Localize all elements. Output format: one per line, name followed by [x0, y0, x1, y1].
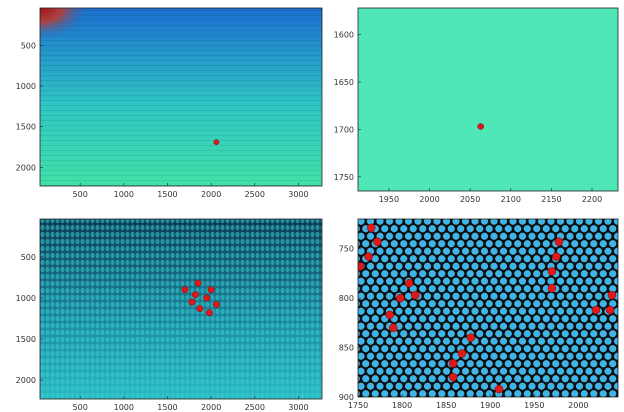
panel-bottom-right-y-ticks: 750 800 850 900: [339, 245, 361, 402]
y-tick-label: 750: [339, 245, 354, 254]
marker-point: [366, 223, 376, 233]
x-tick-label: 500: [73, 190, 88, 199]
marker-point: [188, 298, 196, 306]
x-tick-label: 1950: [524, 401, 544, 410]
x-tick-label: 1850: [436, 401, 456, 410]
marker-point: [547, 267, 557, 276]
x-tick-label: 1950: [379, 195, 399, 204]
panel-top-right: 1950 2000 2050 2100 2150 2200 1600 1650 1700 175…: [334, 7, 619, 204]
panel-bottom-left-frame: [39, 218, 323, 400]
marker-point: [494, 384, 504, 394]
panel-bottom-left-x-ticks: 500 1000 1500 2000 2500 3000: [73, 396, 309, 412]
y-tick-label: 800: [339, 294, 354, 303]
panel-top-left-frame: [39, 7, 323, 187]
panel-top-left-corner: [40, 8, 322, 186]
panel-top-left-markers: [213, 139, 220, 145]
panel-bottom-right: 1750 1800 1850 1900 1950 2000 750 800 850 900: [339, 218, 619, 410]
x-tick-label: 2150: [541, 195, 561, 204]
x-tick-label: 500: [73, 403, 88, 412]
panel-top-right-y-ticks: 1600 1650 1700 1750: [334, 31, 361, 182]
x-tick-label: 1800: [392, 401, 412, 410]
x-tick-label: 1000: [114, 190, 134, 199]
x-tick-label: 1500: [157, 190, 177, 199]
panel-bottom-right-markers: [358, 223, 617, 394]
y-tick-label: 1000: [16, 82, 36, 91]
marker-point: [448, 359, 458, 368]
x-tick-label: 2500: [245, 190, 265, 199]
marker-point: [457, 349, 467, 358]
y-tick-label: 2000: [16, 376, 36, 385]
marker-point: [547, 283, 557, 293]
panel-top-left-x-ticks: 500 1000 1500 2000 2500 3000: [73, 183, 309, 199]
marker-point: [181, 286, 189, 294]
marker-point: [605, 305, 615, 315]
x-tick-label: 3000: [288, 190, 308, 199]
marker-point: [207, 286, 215, 294]
marker-point: [396, 293, 405, 303]
marker-point: [196, 305, 204, 313]
marker-point: [203, 294, 211, 302]
panel-top-right-markers: [477, 123, 484, 130]
y-tick-label: 500: [21, 41, 36, 50]
panel-bottom-left-y-ticks: 500 1000 1500 2000: [16, 253, 43, 385]
y-tick-label: 1750: [334, 173, 354, 182]
marker-point: [591, 305, 601, 315]
y-tick-label: 1000: [16, 294, 36, 303]
marker-point: [385, 310, 394, 320]
panel-top-left: 500 1000 1500 2000 2500 3000 500 1000 1500 2000: [16, 7, 323, 199]
y-tick-label: 1500: [16, 335, 36, 344]
marker-point: [552, 252, 561, 261]
panel-top-right-frame: [357, 7, 619, 192]
marker-point: [607, 290, 617, 300]
panel-bottom-right-x-ticks: 1750 1800 1850 1900 1950 2000: [348, 394, 589, 410]
x-tick-label: 2000: [201, 403, 221, 412]
marker-point: [373, 237, 382, 246]
marker-point: [554, 237, 564, 246]
x-tick-label: 3000: [288, 403, 308, 412]
marker-point: [213, 139, 220, 145]
y-tick-label: 2000: [16, 163, 36, 172]
marker-point: [389, 323, 398, 333]
marker-point: [191, 291, 199, 299]
marker-point: [448, 372, 458, 382]
y-tick-label: 500: [21, 253, 36, 262]
y-tick-label: 1500: [16, 123, 36, 132]
marker-point: [194, 279, 202, 287]
panel-top-right-fill: [358, 8, 618, 191]
panel-bottom-right-frame: [357, 218, 619, 398]
marker-point: [364, 252, 373, 261]
x-tick-label: 2100: [501, 195, 521, 204]
x-tick-label: 2000: [568, 401, 588, 410]
x-tick-label: 2000: [419, 195, 439, 204]
panel-top-left-y-ticks: 500 1000 1500 2000: [16, 41, 43, 172]
x-tick-label: 2500: [245, 403, 265, 412]
marker-point: [205, 309, 213, 317]
x-tick-label: 1000: [114, 403, 134, 412]
panel-top-right-x-ticks: 1950 2000 2050 2100 2150 2200: [379, 188, 602, 204]
marker-point: [404, 279, 414, 288]
panel-bottom-left-cells: [40, 219, 322, 399]
y-tick-label: 850: [339, 344, 354, 353]
x-tick-label: 2050: [460, 195, 480, 204]
y-tick-label: 1700: [334, 125, 354, 134]
x-tick-label: 2200: [582, 195, 602, 204]
marker-point: [477, 123, 484, 130]
y-tick-label: 900: [339, 393, 354, 402]
marker-point: [466, 333, 476, 342]
y-tick-label: 1600: [334, 31, 354, 40]
panel-bottom-right-fill: [358, 219, 618, 397]
marker-point: [212, 301, 220, 308]
x-tick-label: 1500: [157, 403, 177, 412]
x-tick-label: 1750: [348, 401, 368, 410]
panel-bottom-left-markers: [181, 279, 220, 317]
y-tick-label: 1650: [334, 78, 354, 87]
marker-point: [358, 262, 365, 271]
marker-point: [411, 290, 420, 300]
panel-bottom-left: 500 1000 1500 2000 2500 3000 500 1000 1500 2000: [16, 218, 323, 412]
x-tick-label: 1900: [480, 401, 500, 410]
x-tick-label: 2000: [201, 190, 221, 199]
